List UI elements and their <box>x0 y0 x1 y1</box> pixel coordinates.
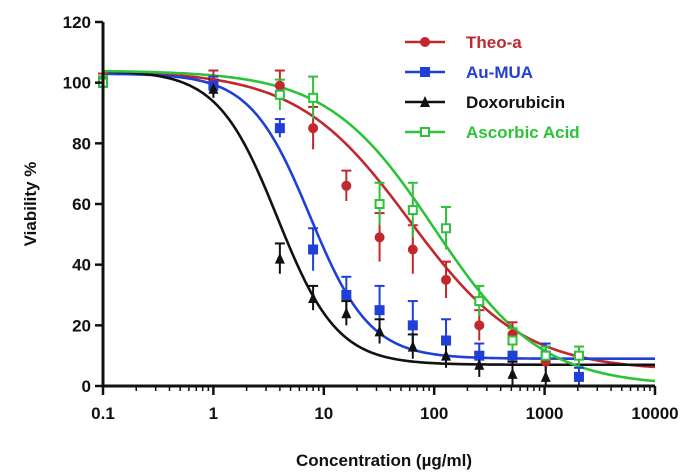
data-point <box>420 37 430 47</box>
data-point <box>374 325 385 337</box>
x-tick-label: 100 <box>420 404 448 423</box>
data-point <box>441 274 452 285</box>
fit-curve <box>102 69 656 383</box>
y-axis-title: Viability % <box>21 162 40 247</box>
data-point <box>274 80 285 91</box>
data-point <box>274 123 285 134</box>
data-point <box>507 367 518 379</box>
legend-label: Ascorbic Acid <box>466 123 580 142</box>
x-tick-label: 10 <box>314 404 333 423</box>
data-point <box>308 123 319 134</box>
y-tick-label: 20 <box>72 316 91 335</box>
data-point <box>540 370 551 382</box>
data-point <box>573 371 584 382</box>
data-point <box>308 244 319 255</box>
data-markers <box>98 76 584 382</box>
data-point <box>308 292 319 304</box>
x-tick-label: 10000 <box>631 404 678 423</box>
data-point <box>420 96 430 107</box>
y-tick-label: 60 <box>72 195 91 214</box>
data-point <box>573 350 584 361</box>
axis-ticks: 0 20 40 60 80 100 120 0.1 1 10 100 1000 10000 <box>63 13 679 423</box>
y-tick-label: 0 <box>82 377 91 396</box>
data-point <box>208 82 219 94</box>
data-point <box>474 320 485 331</box>
data-point <box>474 296 485 307</box>
data-point <box>507 350 518 361</box>
data-point <box>441 223 452 234</box>
data-point <box>420 127 430 137</box>
data-point <box>308 92 319 103</box>
x-tick-label: 1 <box>209 404 218 423</box>
data-point <box>374 232 385 243</box>
data-point <box>474 358 485 370</box>
data-point <box>374 199 385 209</box>
y-tick-label: 120 <box>63 13 91 32</box>
y-tick-label: 40 <box>72 256 91 275</box>
x-tick-label: 0.1 <box>91 404 115 423</box>
data-point <box>341 180 352 191</box>
legend: Theo-a Au-MUA Doxorubicin Ascorbic Acid <box>405 33 580 142</box>
fit-curves <box>102 69 656 383</box>
fit-curve <box>102 70 655 367</box>
data-point <box>274 252 285 264</box>
data-point <box>341 290 352 300</box>
data-point <box>441 335 452 346</box>
data-point <box>474 350 485 361</box>
fit-curve <box>102 70 656 369</box>
data-point <box>407 205 418 216</box>
legend-label: Theo-a <box>466 33 522 52</box>
legend-label: Doxorubicin <box>466 93 565 112</box>
x-axis-title: Concentration (µg/ml) <box>296 451 472 470</box>
data-point <box>407 340 418 352</box>
data-point <box>507 335 518 346</box>
y-tick-label: 100 <box>63 74 91 93</box>
data-point <box>407 320 418 331</box>
legend-label: Au-MUA <box>466 63 533 82</box>
data-point <box>420 67 430 77</box>
y-tick-label: 80 <box>72 134 91 153</box>
x-tick-label: 1000 <box>526 404 564 423</box>
data-point <box>407 244 418 255</box>
data-point <box>374 305 385 316</box>
data-point <box>441 349 452 361</box>
data-point <box>540 350 551 361</box>
data-point <box>341 307 352 319</box>
data-point <box>274 89 285 100</box>
